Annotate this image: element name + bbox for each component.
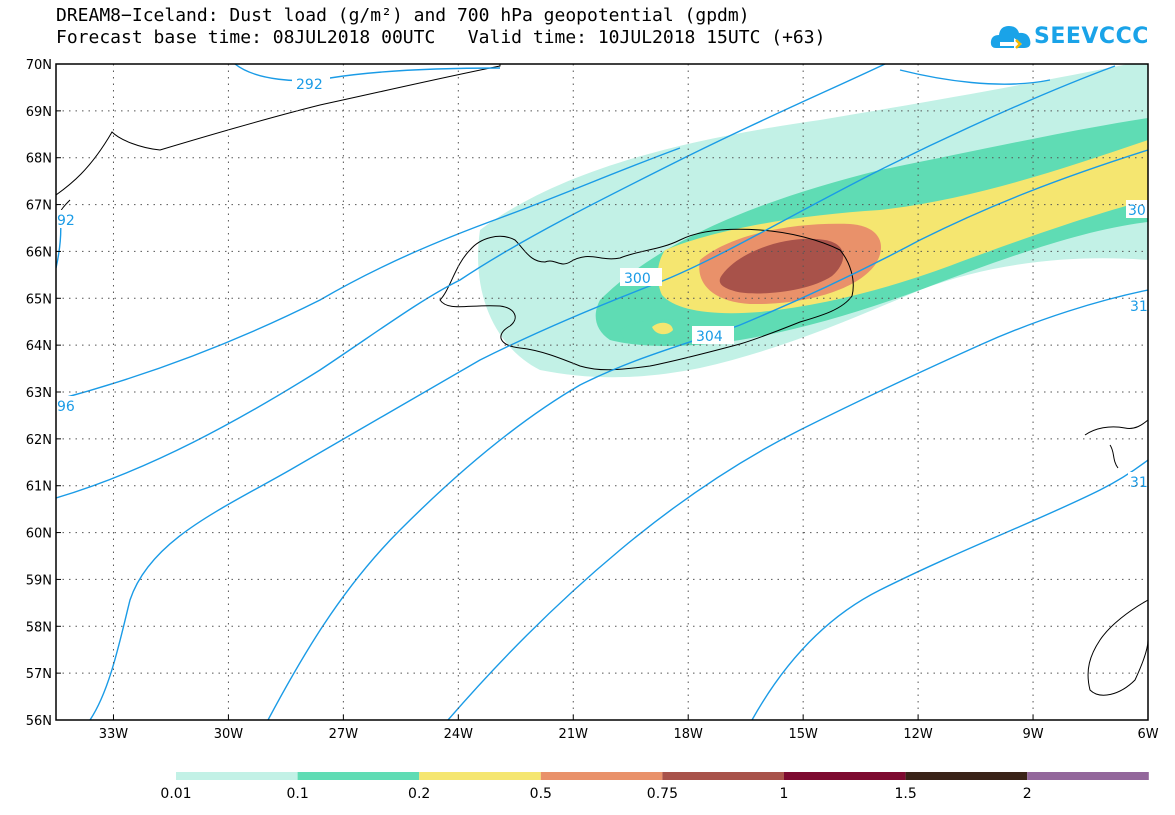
lat-label: 65N: [26, 292, 52, 307]
colorbar-segment: [784, 772, 906, 780]
colorbar-label: 0.2: [408, 786, 431, 802]
lon-label: 33W: [99, 727, 129, 742]
map-gridlines: [56, 64, 1148, 720]
scandinavia-coast: [1087, 599, 1148, 696]
colorbar-label: 0.75: [646, 786, 678, 802]
contour-label-92: 92: [57, 213, 75, 229]
dust-spot-0.2: [652, 322, 673, 335]
faroe-islands: [1084, 419, 1148, 469]
axis-ticks: [56, 63, 1149, 721]
greenland-coast: [56, 64, 501, 196]
map-title: DREAM8−Iceland: Dust load (g/m²) and 700…: [56, 5, 750, 26]
colorbar-label: 1: [779, 786, 789, 802]
lat-label: 57N: [26, 667, 52, 682]
colorbar: [176, 772, 1149, 780]
lat-label: 62N: [26, 433, 52, 448]
lat-label: 61N: [26, 480, 52, 495]
longitude-labels: 33W 30W 27W 24W 21W 18W 15W 12W 9W 6W: [99, 727, 1159, 742]
colorbar-label: 0.1: [286, 786, 309, 802]
contour-labels: 292 300 304 30 96 92 31 31: [56, 74, 1148, 491]
colorbar-segment: [297, 772, 420, 780]
lat-label: 68N: [26, 152, 52, 167]
lat-label: 66N: [26, 245, 52, 260]
cloud-icon: [990, 26, 1031, 50]
lat-label: 63N: [26, 386, 52, 401]
lat-label: 67N: [26, 199, 52, 214]
seevccc-logo: SEEVCCC: [990, 18, 1148, 58]
contour-label-304: 304: [696, 329, 723, 345]
lat-label: 60N: [26, 527, 52, 542]
iceland-coast: [439, 228, 854, 371]
colorbar-segment: [176, 772, 298, 780]
lat-label: 58N: [26, 620, 52, 635]
forecast-time-subtitle: Forecast base time: 08JUL2018 00UTC Vali…: [56, 27, 826, 48]
contour-label-30: 30: [1128, 203, 1146, 219]
lat-label: 59N: [26, 573, 52, 588]
colorbar-segment: [905, 772, 1028, 780]
lon-label: 27W: [329, 727, 359, 742]
lon-label: 6W: [1137, 727, 1158, 742]
lon-label: 24W: [444, 727, 474, 742]
colorbar-segment: [540, 772, 663, 780]
lat-label: 69N: [26, 105, 52, 120]
latitude-labels: 56N 57N 58N 59N 60N 61N 62N 63N 64N 65N 66N 67N 68N 6…: [26, 58, 52, 729]
colorbar-label: 2: [1022, 786, 1032, 802]
colorbar-segment: [419, 772, 541, 780]
lat-label: 70N: [26, 58, 52, 73]
lon-label: 30W: [214, 727, 244, 742]
lat-label: 64N: [26, 339, 52, 354]
contour-label-300: 300: [624, 271, 651, 287]
contour-label-31-a: 31: [1130, 299, 1148, 315]
lat-label: 56N: [26, 714, 52, 729]
colorbar-label: 0.5: [529, 786, 552, 802]
lon-label: 15W: [788, 727, 818, 742]
dust-band-0.75: [719, 238, 844, 294]
lon-label: 18W: [674, 727, 704, 742]
contour-label-96: 96: [57, 399, 75, 415]
logo-text: SEEVCCC: [1034, 24, 1149, 49]
colorbar-segment: [662, 772, 784, 780]
lon-label: 9W: [1022, 727, 1043, 742]
lon-label: 21W: [559, 727, 589, 742]
colorbar-label: 0.01: [160, 786, 192, 802]
geopotential-contours: [56, 64, 1148, 720]
contour-label-292: 292: [296, 77, 323, 93]
contour-label-31-b: 31: [1130, 475, 1148, 491]
colorbar-segment: [1027, 772, 1149, 780]
lon-label: 12W: [903, 727, 933, 742]
colorbar-label: 1.5: [894, 786, 917, 802]
